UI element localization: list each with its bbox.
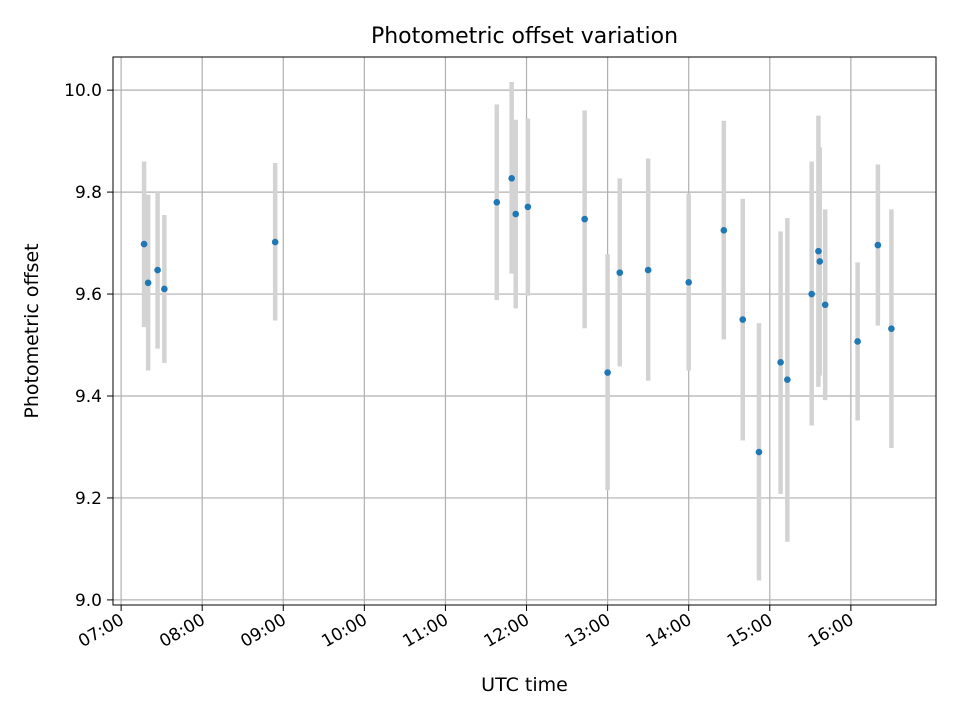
data-point [524,203,532,211]
data-point [581,215,588,223]
y-axis-label: Photometric offset [21,243,43,418]
data-point [808,290,815,298]
plot-area-frame [112,56,937,606]
data-point [616,269,624,276]
data-point [154,266,161,274]
data-point [815,247,822,255]
data-point [874,241,882,249]
y-tick-label: 9.8 [75,183,102,203]
data-point [888,325,895,333]
chart-title: Photometric offset variation [371,24,678,49]
data-point [784,376,791,383]
data-point [739,316,747,323]
y-tick-label: 10.0 [64,81,102,101]
data-point [512,210,520,218]
data-point [604,369,611,376]
data-point [816,258,824,265]
y-tick-label: 9.4 [75,387,102,407]
data-point [685,279,692,286]
data-point [144,279,152,287]
data-point [140,240,148,248]
data-point [271,238,279,246]
data-points [140,175,895,456]
data-point [644,266,652,274]
data-point [854,338,861,345]
y-tick-label: 9.6 [75,285,102,305]
y-tick-label: 9.2 [75,489,102,509]
data-point [493,198,501,206]
data-point [777,359,784,366]
y-axis-ticks: 9.0 9.2 9.4 9.6 9.8 10.0 [64,81,113,611]
data-point [161,285,168,293]
data-point [755,448,763,456]
data-point [720,227,728,234]
y-tick-label: 9.0 [75,591,102,611]
data-point [821,301,829,309]
x-axis-label: UTC time [481,674,568,696]
data-point [508,175,515,182]
